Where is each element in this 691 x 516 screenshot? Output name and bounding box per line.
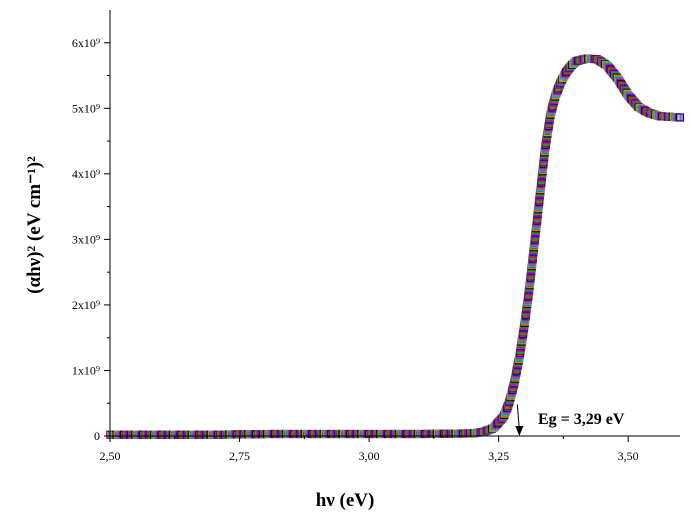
x-tick-label: 3,00	[359, 449, 380, 463]
y-tick-label: 4x10⁹	[72, 167, 100, 181]
x-tick-label: 2,50	[100, 449, 121, 463]
x-tick-label: 3,50	[618, 449, 639, 463]
annotation-layer: Eg = 3,29 eV	[515, 404, 625, 436]
y-tick-label: 1x10⁹	[72, 363, 100, 377]
y-tick-label: 2x10⁹	[72, 298, 100, 312]
eg-arrow-head	[515, 426, 524, 436]
y-tick-label: 3x10⁹	[72, 232, 100, 246]
eg-annotation-label: Eg = 3,29 eV	[538, 411, 625, 428]
y-tick-label: 0	[94, 429, 100, 443]
y-ticks: 0 1x10⁹ 2x10⁹ 3x10⁹ 4x10⁹ 5x10⁹ 6x10⁹	[72, 36, 110, 443]
data-point	[675, 113, 685, 122]
eg-arrow-line	[516, 404, 520, 431]
x-tick-label: 2,75	[229, 449, 250, 463]
x-ticks: 2,50 2,75 3,00 3,25 3,50	[100, 436, 639, 463]
plot-marks	[105, 54, 685, 439]
x-axis-title: hν (eV)	[316, 490, 375, 511]
y-tick-label: 6x10⁹	[72, 36, 100, 50]
x-tick-label: 3,25	[488, 449, 509, 463]
y-tick-label: 5x10⁹	[72, 101, 100, 115]
y-axis-title: (αhν)² (eV cm⁻¹)²	[24, 156, 45, 294]
